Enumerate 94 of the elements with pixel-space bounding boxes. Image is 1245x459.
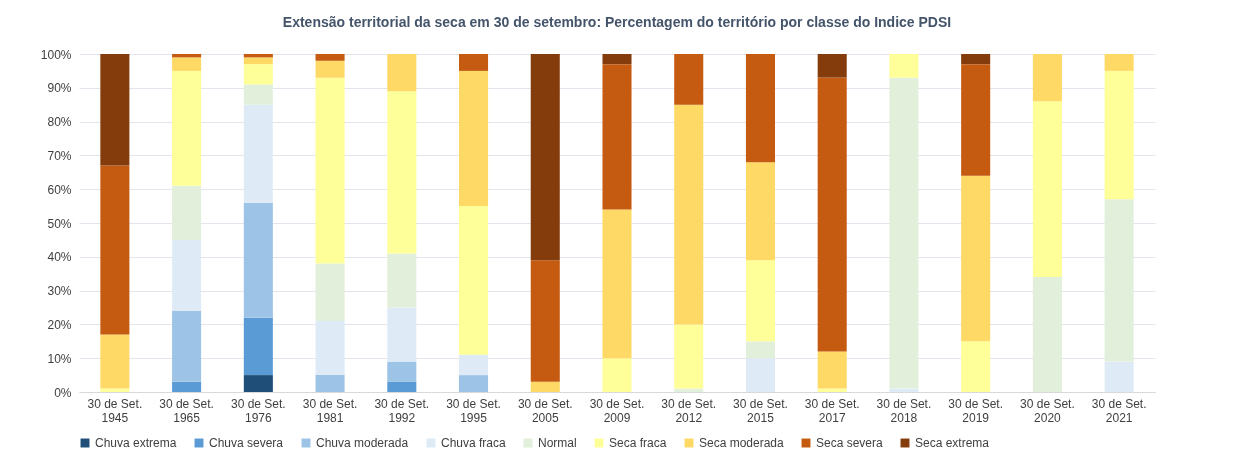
legend-label: Chuva extrema xyxy=(95,436,177,450)
legend-label: Chuva fraca xyxy=(441,436,507,450)
x-tick-label: 30 de Set. 2020 xyxy=(1020,396,1075,425)
bar xyxy=(459,54,489,71)
bar xyxy=(1032,54,1062,102)
bar xyxy=(530,54,560,261)
x-tick-label: 30 de Set. 2015 xyxy=(733,396,788,425)
x-tick-label: 30 de Set. 2012 xyxy=(661,396,717,425)
bar xyxy=(172,70,202,186)
bar xyxy=(961,54,991,65)
x-tick-label: 30 de Set. 2009 xyxy=(589,396,645,425)
bar xyxy=(243,84,273,105)
chart-title: Extensão territorial da seca em 30 de setembro: Percentagem do território por classe do Indice PDSI xyxy=(282,14,952,30)
bar xyxy=(459,70,489,207)
bar xyxy=(961,175,991,342)
bar xyxy=(459,206,489,355)
bar xyxy=(1032,101,1062,278)
y-tick-label: 50% xyxy=(47,216,72,231)
bar xyxy=(243,57,273,65)
y-tick-label: 20% xyxy=(47,317,72,332)
bar xyxy=(243,202,273,318)
bar xyxy=(172,381,202,392)
legend-label: Normal xyxy=(538,436,577,450)
legend-label: Seca moderada xyxy=(699,436,785,450)
bar xyxy=(100,334,130,389)
bar xyxy=(315,60,345,78)
legend-label: Seca fraca xyxy=(609,436,667,450)
bar xyxy=(745,54,775,163)
bar xyxy=(889,54,919,78)
bar xyxy=(172,310,202,382)
bar xyxy=(243,317,273,376)
legend-label: Chuva severa xyxy=(209,436,284,450)
bar xyxy=(243,375,273,392)
bar xyxy=(745,341,775,359)
bar xyxy=(315,263,345,322)
y-tick-label: 90% xyxy=(47,81,72,96)
x-tick-label: 30 de Set. 2018 xyxy=(876,396,932,425)
bar xyxy=(602,209,632,359)
bar xyxy=(387,253,417,308)
x-tick-label: 30 de Set. 2017 xyxy=(804,396,860,425)
bar xyxy=(387,381,417,392)
bar xyxy=(315,375,345,392)
x-tick-label: 30 de Set. 2021 xyxy=(1091,396,1147,425)
bar xyxy=(530,260,560,382)
bar xyxy=(172,57,202,71)
bar xyxy=(315,54,345,61)
bar xyxy=(315,77,345,264)
bar xyxy=(1104,361,1134,392)
legend-label: Chuva moderada xyxy=(316,436,409,450)
bar xyxy=(745,162,775,261)
y-tick-label: 100% xyxy=(40,47,72,62)
bar xyxy=(1104,54,1134,71)
bar xyxy=(387,54,417,92)
bar xyxy=(602,64,632,210)
x-tick-label: 30 de Set. 1945 xyxy=(87,396,143,425)
y-tick-label: 0% xyxy=(54,385,72,400)
x-tick-label: 30 de Set. 1995 xyxy=(446,396,501,425)
bar xyxy=(674,54,704,105)
bar xyxy=(745,260,775,342)
x-tick-label: 30 de Set. 2005 xyxy=(517,396,573,425)
bar xyxy=(602,54,632,65)
bar xyxy=(1104,199,1134,362)
bar xyxy=(961,341,991,392)
bar xyxy=(530,381,560,392)
bar xyxy=(817,351,847,389)
x-tick-label: 30 de Set. 1981 xyxy=(302,396,358,425)
bar xyxy=(1032,277,1062,392)
x-tick-label: 30 de Set. 2019 xyxy=(948,396,1004,425)
bar xyxy=(674,324,704,389)
bar xyxy=(889,77,919,389)
x-tick-label: 30 de Set. 1992 xyxy=(374,396,430,425)
bar xyxy=(817,77,847,352)
bar xyxy=(100,54,130,166)
legend-label: Seca severa xyxy=(816,436,884,450)
x-tick-label: 30 de Set. 1965 xyxy=(159,396,214,425)
bar xyxy=(243,64,273,85)
y-tick-label: 60% xyxy=(47,182,72,197)
x-tick-label: 30 de Set. 1976 xyxy=(230,396,286,425)
bar xyxy=(172,185,202,240)
bar xyxy=(387,361,417,382)
bar xyxy=(961,64,991,176)
bar xyxy=(817,54,847,78)
bar xyxy=(459,375,489,392)
bar xyxy=(100,165,130,335)
bar xyxy=(1104,70,1134,200)
y-tick-label: 80% xyxy=(47,115,72,130)
bar xyxy=(674,104,704,325)
y-tick-label: 30% xyxy=(47,284,72,299)
y-tick-label: 40% xyxy=(47,250,72,265)
legend-label: Seca extrema xyxy=(915,436,990,450)
y-tick-label: 10% xyxy=(47,351,72,366)
bar xyxy=(387,91,417,254)
y-tick-label: 70% xyxy=(47,148,72,163)
bar xyxy=(602,358,632,392)
